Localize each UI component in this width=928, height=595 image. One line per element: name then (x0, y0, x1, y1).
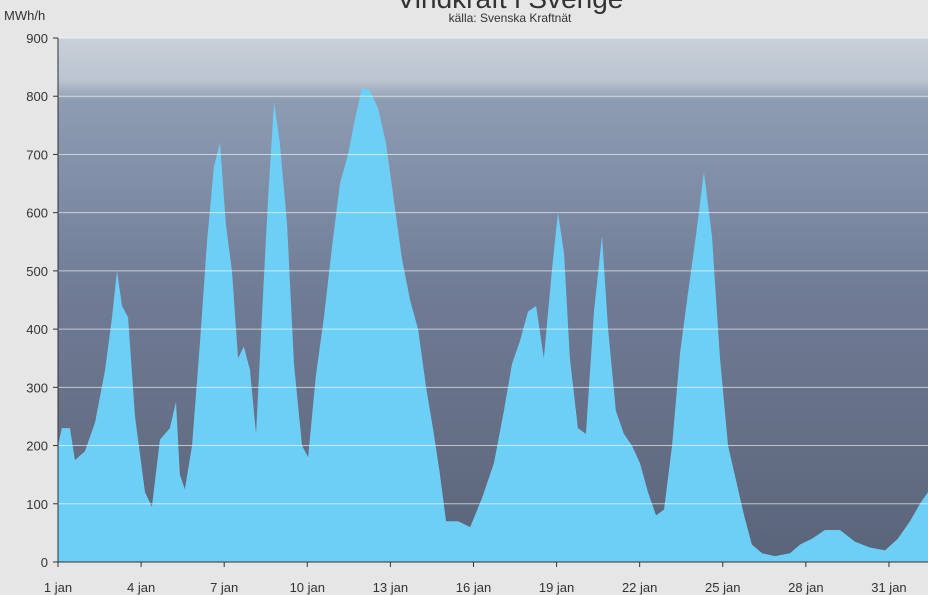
x-tick-label: 19 jan (539, 580, 574, 595)
y-tick-label: 100 (26, 497, 48, 512)
y-tick-label: 0 (41, 555, 48, 570)
x-tick-label: 10 jan (290, 580, 325, 595)
y-tick-label: 200 (26, 439, 48, 454)
y-tick-label: 900 (26, 31, 48, 46)
y-axis-label: MWh/h (4, 8, 45, 23)
x-tick-label: 7 jan (210, 580, 238, 595)
y-tick-label: 700 (26, 147, 48, 162)
x-tick-label: 22 jan (622, 580, 657, 595)
x-tick-label: 31 jan (871, 580, 906, 595)
x-tick-label: 25 jan (705, 580, 740, 595)
y-tick-label: 400 (26, 322, 48, 337)
page: Vindkraft i Sverige källa: Svenska Kraft… (0, 0, 928, 595)
x-tick-label: 4 jan (127, 580, 155, 595)
chart: Vindkraft i Sverige källa: Svenska Kraft… (0, 0, 928, 595)
y-tick-label: 600 (26, 206, 48, 221)
y-tick-label: 500 (26, 264, 48, 279)
chart-subtitle: källa: Svenska Kraftnät (449, 11, 572, 25)
x-tick-label: 13 jan (373, 580, 408, 595)
x-tick-label: 28 jan (788, 580, 823, 595)
y-tick-label: 800 (26, 89, 48, 104)
y-tick-label: 300 (26, 380, 48, 395)
x-tick-label: 1 jan (44, 580, 72, 595)
x-tick-label: 16 jan (456, 580, 491, 595)
